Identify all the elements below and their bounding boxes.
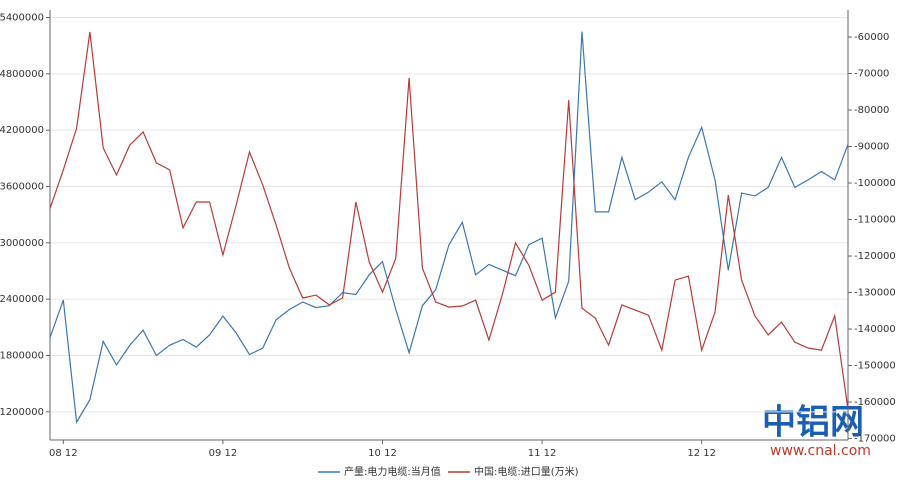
watermark-title: 中铝网 xyxy=(762,403,864,443)
x-tick-label: 10 12 xyxy=(368,448,397,459)
x-tick-label: 12 12 xyxy=(687,448,716,459)
y2-tick-label: -60000 xyxy=(854,32,889,43)
y2-tick-label: -170000 xyxy=(854,434,896,445)
series-line xyxy=(49,31,849,425)
y2-tick-label: -80000 xyxy=(854,105,889,116)
y2-tick-label: -110000 xyxy=(854,215,896,226)
x-tick-label: 08 12 xyxy=(49,448,78,459)
y2-tick-label: -140000 xyxy=(854,324,896,335)
y-tick-label: 5400000 xyxy=(0,13,44,24)
y2-tick-label: -130000 xyxy=(854,288,896,299)
y2-tick-label: -160000 xyxy=(854,397,896,408)
y-tick-label: 1800000 xyxy=(0,351,44,362)
x-tick-label: 09 12 xyxy=(209,448,238,459)
watermark-url: www.cnal.com xyxy=(770,443,871,459)
y-tick-label: 3600000 xyxy=(0,182,44,193)
y-tick-label: 2400000 xyxy=(0,294,44,305)
y-tick-label: 4200000 xyxy=(0,125,44,136)
legend-label: 产量:电力电缆:当月值 xyxy=(344,465,441,478)
y-tick-label: 4800000 xyxy=(0,69,44,80)
y2-tick-label: -100000 xyxy=(854,178,896,189)
series-line xyxy=(49,31,849,410)
y-tick-label: 1200000 xyxy=(0,407,44,418)
y2-tick-label: -120000 xyxy=(854,251,896,262)
y2-tick-label: -70000 xyxy=(854,69,889,80)
y2-tick-label: -90000 xyxy=(854,142,889,153)
y2-tick-label: -150000 xyxy=(854,361,896,372)
legend-label: 中国:电缆:进口量(万米) xyxy=(474,465,579,478)
y-tick-label: 3000000 xyxy=(0,238,44,249)
x-tick-label: 11 12 xyxy=(528,448,557,459)
